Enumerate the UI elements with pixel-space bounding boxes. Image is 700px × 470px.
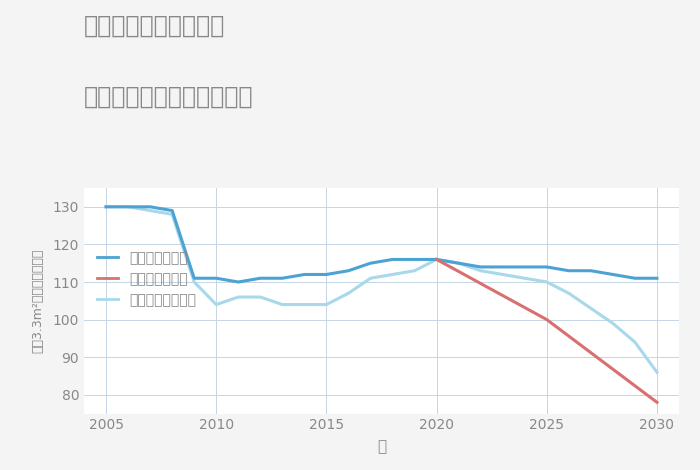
Text: 奈良県橿原市八木町の: 奈良県橿原市八木町の: [84, 14, 225, 38]
Text: 中古マンションの価格推移: 中古マンションの価格推移: [84, 85, 253, 109]
Legend: グッドシナリオ, バッドシナリオ, ノーマルシナリオ: グッドシナリオ, バッドシナリオ, ノーマルシナリオ: [97, 251, 196, 307]
Y-axis label: 平（3.3m²）単価（万円）: 平（3.3m²）単価（万円）: [32, 249, 44, 353]
X-axis label: 年: 年: [377, 439, 386, 454]
